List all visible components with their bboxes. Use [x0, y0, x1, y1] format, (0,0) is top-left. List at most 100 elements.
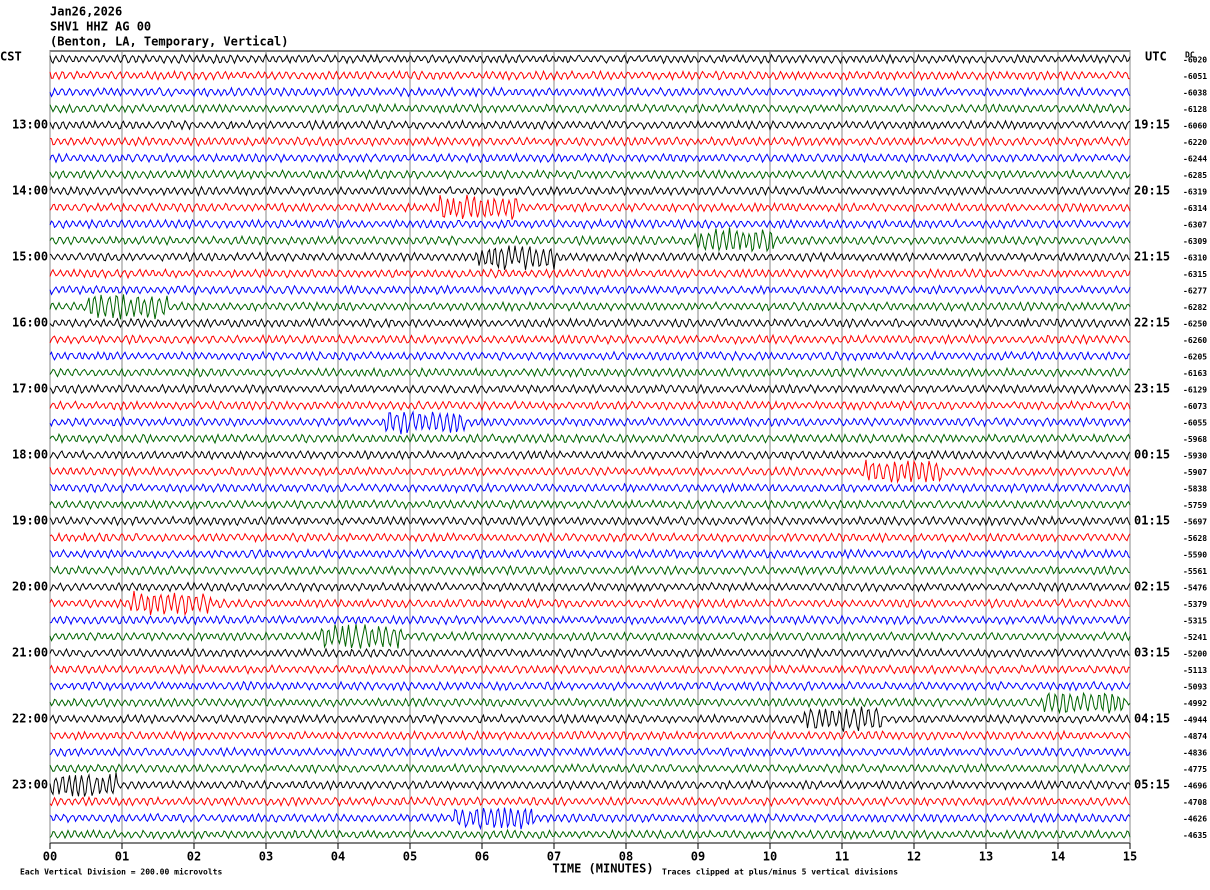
- header-location: (Benton, LA, Temporary, Vertical): [50, 35, 288, 49]
- offset-label: -6309: [1183, 237, 1207, 246]
- offset-label: -6244: [1183, 155, 1207, 164]
- trace: [49, 795, 1131, 808]
- offset-label: -5241: [1183, 633, 1207, 642]
- offset-label: -6220: [1183, 138, 1207, 147]
- trace: [49, 53, 1131, 65]
- right-time-label: 21:15: [1134, 250, 1170, 264]
- offset-label: -6277: [1183, 287, 1207, 296]
- trace: [49, 333, 1131, 346]
- left-time-label: 21:00: [12, 646, 48, 660]
- x-tick-label: 01: [115, 850, 129, 864]
- trace: [49, 227, 1131, 253]
- offset-label: -5838: [1183, 485, 1207, 494]
- x-tick-label: 11: [835, 850, 849, 864]
- offset-label: -6250: [1183, 320, 1207, 329]
- offset-label: -6060: [1183, 122, 1207, 131]
- right-time-label: 00:15: [1134, 448, 1170, 462]
- offset-label: -4874: [1183, 732, 1207, 741]
- x-tick-label: 07: [547, 850, 561, 864]
- offset-label: -5968: [1183, 435, 1207, 444]
- offset-label: -5930: [1183, 452, 1207, 461]
- left-time-label: 14:00: [12, 184, 48, 198]
- left-time-label: 20:00: [12, 580, 48, 594]
- offset-label: -4626: [1183, 815, 1207, 824]
- x-tick-label: 12: [907, 850, 921, 864]
- offset-label: -6319: [1183, 188, 1207, 197]
- trace: [49, 383, 1131, 395]
- right-time-label: 02:15: [1134, 580, 1170, 594]
- x-tick-label: 13: [979, 850, 993, 864]
- trace: [49, 217, 1131, 230]
- offset-label: -6282: [1183, 303, 1207, 312]
- x-tick-label: 14: [1051, 850, 1065, 864]
- offset-label: -6285: [1183, 171, 1207, 180]
- trace: [49, 267, 1131, 280]
- trace: [49, 118, 1131, 131]
- trace: [49, 746, 1131, 758]
- trace: [49, 624, 1131, 649]
- left-axis-title: CST: [0, 50, 22, 64]
- trace: [49, 531, 1131, 544]
- x-tick-label: 03: [259, 850, 273, 864]
- trace: [49, 135, 1131, 148]
- trace: [49, 706, 1131, 732]
- trace: [49, 168, 1131, 181]
- trace: [49, 102, 1131, 115]
- x-tick-label: 05: [403, 850, 417, 864]
- footer-right: Traces clipped at plus/minus 5 vertical …: [662, 867, 898, 877]
- trace: [49, 828, 1131, 841]
- trace: [49, 515, 1131, 527]
- offset-label: -6310: [1183, 254, 1207, 263]
- trace: [49, 691, 1131, 715]
- trace: [49, 449, 1131, 461]
- trace: [49, 663, 1131, 676]
- offset-label: -4836: [1183, 749, 1207, 758]
- offset-label: -5907: [1183, 468, 1207, 477]
- right-time-label: 20:15: [1134, 184, 1170, 198]
- trace: [49, 772, 1131, 797]
- offset-label: -5628: [1183, 534, 1207, 543]
- offset-label: -4696: [1183, 782, 1207, 791]
- offset-label: -5590: [1183, 551, 1207, 560]
- trace: [49, 152, 1131, 164]
- header-date: Jan26,2026: [50, 5, 122, 19]
- offset-label: -5561: [1183, 567, 1207, 576]
- offset-label: -6038: [1183, 89, 1207, 98]
- right-time-label: 05:15: [1134, 778, 1170, 792]
- right-time-label: 19:15: [1134, 118, 1170, 132]
- offset-label: -6205: [1183, 353, 1207, 362]
- offset-label: -5113: [1183, 666, 1207, 675]
- trace: [49, 432, 1131, 445]
- trace: [49, 581, 1131, 593]
- trace: [49, 69, 1131, 82]
- trace: [49, 564, 1131, 577]
- x-tick-label: 00: [43, 850, 57, 864]
- trace: [49, 548, 1131, 560]
- right-time-label: 03:15: [1134, 646, 1170, 660]
- x-tick-label: 09: [691, 850, 705, 864]
- trace: [49, 317, 1131, 329]
- trace: [49, 86, 1131, 98]
- left-time-label: 19:00: [12, 514, 48, 528]
- trace: [49, 614, 1131, 626]
- offset-label: -5315: [1183, 617, 1207, 626]
- offset-label: -6163: [1183, 369, 1207, 378]
- trace: [49, 498, 1131, 511]
- x-tick-label: 04: [331, 850, 345, 864]
- trace: [49, 350, 1131, 362]
- offset-label: -5759: [1183, 501, 1207, 510]
- left-time-label: 23:00: [12, 778, 48, 792]
- trace: [49, 410, 1131, 435]
- trace: [49, 294, 1131, 320]
- right-time-label: 23:15: [1134, 382, 1170, 396]
- right-time-label: 04:15: [1134, 712, 1170, 726]
- trace: [49, 482, 1131, 494]
- offset-label: -5200: [1183, 650, 1207, 659]
- x-tick-label: 10: [763, 850, 777, 864]
- offset-label: -6020: [1183, 56, 1207, 65]
- offset-label: -6307: [1183, 221, 1207, 230]
- x-axis-title: TIME (MINUTES): [552, 862, 653, 876]
- offset-title: DC: [1185, 51, 1195, 60]
- right-time-label: 01:15: [1134, 514, 1170, 528]
